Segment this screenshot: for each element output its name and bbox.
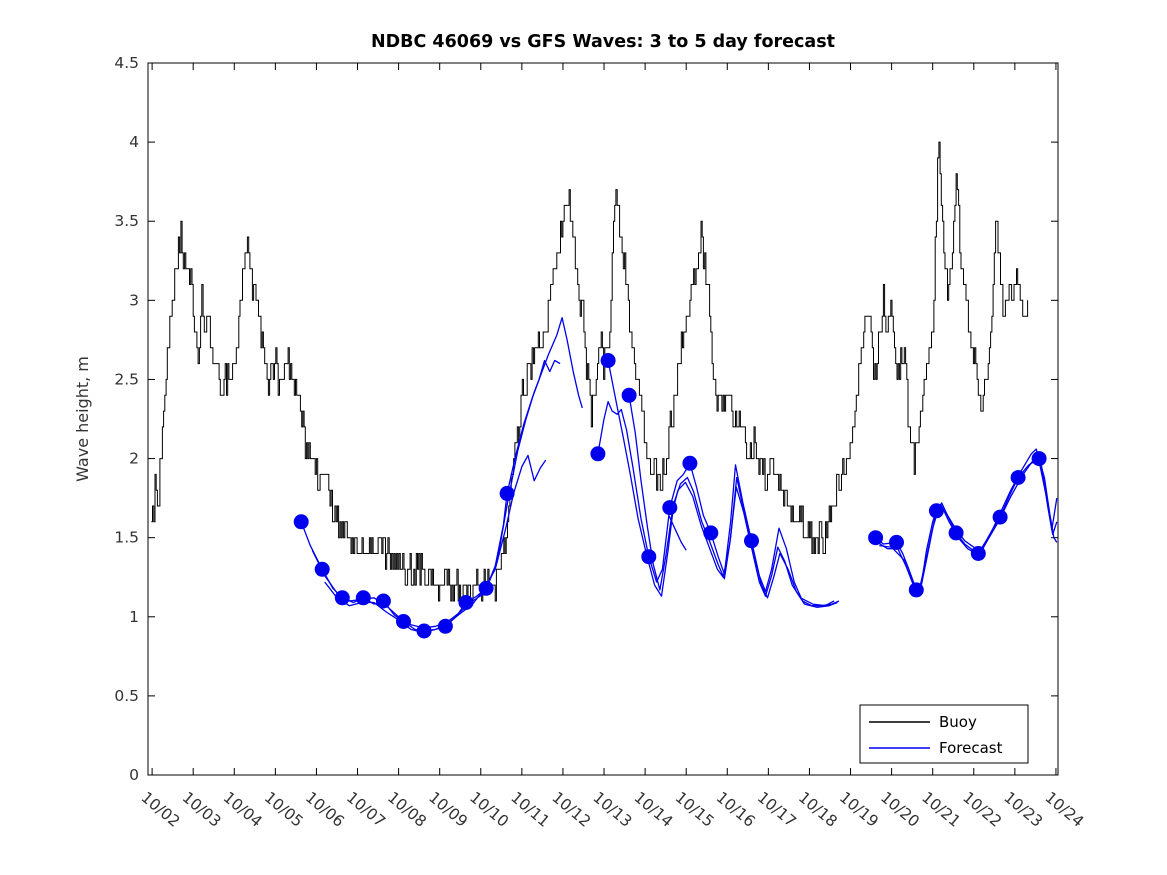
x-tick-label: 10/05 bbox=[261, 788, 307, 831]
legend-box bbox=[859, 704, 1029, 764]
x-tick-label: 10/06 bbox=[302, 788, 348, 831]
forecast-trace bbox=[628, 395, 835, 607]
x-tick-label: 10/14 bbox=[631, 788, 677, 831]
x-tick-label: 10/10 bbox=[466, 788, 512, 831]
forecast-marker bbox=[621, 387, 637, 403]
forecast-marker bbox=[908, 582, 924, 598]
forecast-trace bbox=[875, 457, 1058, 591]
x-tick-label: 10/04 bbox=[220, 788, 266, 831]
x-tick-label: 10/24 bbox=[1041, 788, 1087, 831]
forecast-marker bbox=[662, 500, 678, 516]
x-tick-label: 10/12 bbox=[548, 788, 594, 831]
forecast-marker bbox=[314, 561, 330, 577]
forecast-trace bbox=[311, 359, 561, 629]
x-tick-label: 10/09 bbox=[425, 788, 471, 831]
forecast-marker bbox=[1031, 451, 1047, 467]
legend-forecast-label: Forecast bbox=[939, 739, 1003, 757]
forecast-trace bbox=[300, 317, 583, 632]
forecast-marker bbox=[928, 503, 944, 519]
forecast-marker bbox=[948, 525, 964, 541]
forecast-marker bbox=[355, 590, 371, 606]
forecast-marker bbox=[703, 525, 719, 541]
forecast-marker bbox=[889, 534, 904, 550]
y-tick-label: 4 bbox=[129, 133, 139, 151]
forecast-marker bbox=[682, 455, 698, 471]
forecast-trace bbox=[879, 459, 1058, 596]
forecast-marker bbox=[334, 590, 350, 606]
y-tick-label: 1 bbox=[129, 608, 139, 626]
y-tick-label: 0 bbox=[129, 766, 139, 784]
x-tick-label: 10/17 bbox=[754, 788, 800, 831]
forecast-trace bbox=[668, 515, 687, 551]
y-tick-label: 3 bbox=[129, 291, 139, 309]
forecast-marker bbox=[499, 485, 515, 501]
forecast-marker bbox=[600, 353, 616, 368]
y-tick-label: 1.5 bbox=[114, 529, 139, 547]
y-axis-label: Wave height, m bbox=[73, 356, 92, 482]
y-tick-label: 4.5 bbox=[114, 54, 139, 72]
forecast-marker bbox=[1010, 470, 1026, 485]
x-tick-label: 10/13 bbox=[589, 788, 635, 831]
forecast-trace bbox=[324, 454, 547, 634]
forecast-trace bbox=[597, 400, 840, 607]
chart-title: NDBC 46069 vs GFS Waves: 3 to 5 day fore… bbox=[371, 32, 835, 52]
x-tick-label: 10/08 bbox=[384, 788, 430, 831]
x-tick-label: 10/19 bbox=[836, 788, 882, 831]
legend: Buoy Forecast bbox=[859, 704, 1029, 764]
forecast-marker bbox=[375, 593, 391, 609]
x-tick-label: 10/22 bbox=[959, 788, 1005, 831]
x-tick-label: 10/15 bbox=[672, 788, 718, 831]
forecast-marker bbox=[992, 509, 1008, 525]
y-tick-label: 3.5 bbox=[114, 212, 139, 230]
forecast-marker bbox=[868, 530, 884, 546]
forecast-marker bbox=[396, 614, 411, 629]
legend-buoy-label: Buoy bbox=[939, 713, 977, 731]
forecast-marker bbox=[478, 580, 494, 596]
forecast-marker bbox=[590, 446, 606, 462]
forecast-marker bbox=[641, 549, 657, 565]
x-tick-label: 10/18 bbox=[795, 788, 841, 831]
x-tick-label: 10/07 bbox=[343, 788, 389, 831]
x-tick-label: 10/16 bbox=[713, 788, 759, 831]
forecast-marker bbox=[970, 546, 986, 561]
forecast-marker bbox=[744, 533, 759, 549]
forecast-marker bbox=[437, 618, 453, 634]
y-tick-label: 2 bbox=[129, 450, 139, 468]
forecast-trace bbox=[877, 448, 1058, 591]
x-tick-label: 10/03 bbox=[179, 788, 225, 831]
buoy-series-line bbox=[151, 141, 1029, 602]
x-tick-label: 10/02 bbox=[138, 788, 184, 831]
x-tick-label: 10/23 bbox=[1000, 788, 1046, 831]
series bbox=[151, 141, 1058, 639]
x-tick-label: 10/21 bbox=[918, 788, 964, 831]
x-tick-label: 10/20 bbox=[877, 788, 923, 831]
y-tick-label: 2.5 bbox=[114, 370, 139, 388]
x-tick-label: 10/11 bbox=[507, 788, 553, 831]
forecast-marker bbox=[293, 514, 309, 530]
plot-box bbox=[147, 62, 1059, 776]
y-tick-label: 0.5 bbox=[114, 687, 139, 705]
forecast-marker bbox=[458, 595, 474, 610]
forecast-marker bbox=[416, 623, 432, 639]
